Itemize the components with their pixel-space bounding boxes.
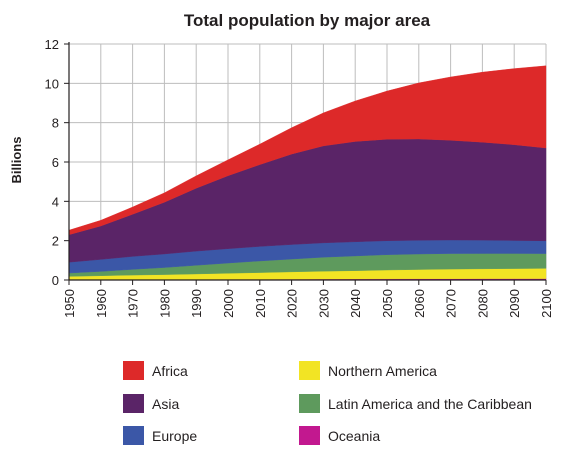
y-tick-label: 12	[45, 37, 59, 52]
x-tick-label: 2030	[316, 289, 331, 318]
y-tick-label: 6	[52, 155, 59, 170]
x-tick-label: 2090	[507, 289, 522, 318]
legend-item-africa: Africa	[123, 361, 188, 380]
legend-swatch	[123, 394, 144, 413]
legend: Africa Asia Europe Northern America Latin Am…	[123, 361, 532, 445]
x-tick-label: 1990	[189, 289, 204, 318]
legend-label: Northern America	[328, 363, 437, 379]
y-tick-label: 0	[52, 273, 59, 288]
legend-item-europe: Europe	[123, 426, 197, 445]
legend-swatch	[299, 426, 320, 445]
x-tick-label: 1950	[62, 289, 77, 318]
x-tick-label: 1960	[94, 289, 109, 318]
area-africa	[68, 65, 547, 235]
axes: 0 2 4 6 8 10 12 1950 1960 1970 1980 1990 2000 2010 202…	[45, 37, 554, 318]
chart-title: Total population by major area	[184, 11, 431, 30]
x-tick-label: 2000	[221, 289, 236, 318]
legend-label: Oceania	[328, 428, 380, 444]
x-tick-label: 2060	[412, 289, 427, 318]
legend-label: Asia	[152, 396, 179, 412]
x-tick-label: 2010	[253, 289, 268, 318]
x-tick-label: 2070	[444, 289, 459, 318]
legend-label: Latin America and the Caribbean	[328, 396, 532, 412]
x-tick-label: 2080	[475, 289, 490, 318]
stacked-areas	[68, 65, 547, 281]
legend-item-northern-america: Northern America	[299, 361, 437, 380]
legend-item-asia: Asia	[123, 394, 179, 413]
legend-label: Africa	[152, 363, 188, 379]
x-tick-label: 2050	[380, 289, 395, 318]
legend-swatch	[299, 394, 320, 413]
x-tick-label: 2020	[285, 289, 300, 318]
y-tick-label: 4	[52, 194, 59, 209]
legend-swatch	[123, 426, 144, 445]
legend-item-latin-america-and-the-caribbean: Latin America and the Caribbean	[299, 394, 532, 413]
y-tick-label: 10	[45, 76, 59, 91]
legend-swatch	[123, 361, 144, 380]
y-axis-label: Billions	[9, 137, 24, 184]
y-tick-label: 2	[52, 234, 59, 249]
x-tick-label: 2040	[348, 289, 363, 318]
legend-swatch	[299, 361, 320, 380]
legend-item-oceania: Oceania	[299, 426, 380, 445]
x-tick-label: 1980	[157, 289, 172, 318]
x-tick-label: 2100	[539, 289, 554, 318]
y-tick-label: 8	[52, 116, 59, 131]
legend-label: Europe	[152, 428, 197, 444]
x-tick-label: 1970	[126, 289, 141, 318]
